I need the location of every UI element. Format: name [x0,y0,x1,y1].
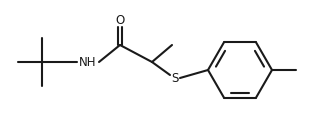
Text: NH: NH [79,55,97,69]
Text: O: O [115,14,125,27]
Text: S: S [171,72,179,84]
